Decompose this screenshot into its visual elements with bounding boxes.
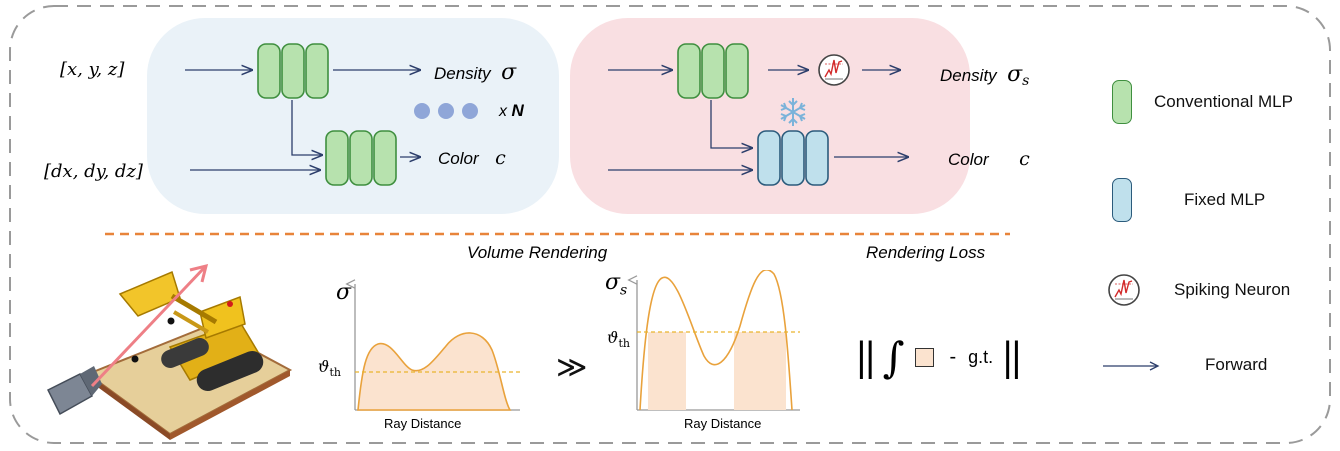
conventional-mlp-1	[257, 43, 329, 99]
color-label: Color	[438, 149, 479, 168]
conventional-mlp-3	[677, 43, 749, 99]
legend-conventional-mlp: Conventional MLP	[1154, 92, 1293, 111]
legend-spiking-neuron: Spiking Neuron	[1174, 280, 1291, 299]
right-y-symbol: σs	[605, 270, 628, 299]
density-symbol: σ	[501, 60, 517, 85]
left-density-plot	[355, 284, 520, 411]
volume-rendering-plots	[300, 270, 800, 411]
snowflake-icon	[780, 98, 806, 126]
color-symbol: c	[495, 147, 506, 169]
arrow-mlp-to-fixed-mlp	[710, 100, 752, 148]
repeat-dots	[414, 103, 478, 119]
repeat-label: x N	[499, 101, 524, 120]
forward-arrow-icon	[1103, 361, 1160, 371]
right-threshold-label: ϑth	[607, 328, 630, 351]
volume-rendering-title: Volume Rendering	[467, 243, 608, 262]
spiking-neuron-legend-icon	[1108, 274, 1140, 306]
integral-sign: ∫	[882, 332, 905, 382]
right-active-region-2	[734, 332, 786, 410]
density-output: Density σ	[434, 60, 516, 85]
rendering-loss-formula: || ∫ - g.t. ||	[855, 331, 1023, 383]
spiking-neuron-icon	[818, 54, 850, 86]
norm-left: ||	[855, 335, 877, 379]
fixed-mlp	[757, 130, 829, 186]
left-threshold-label: ϑth	[318, 357, 341, 380]
conventional-mlp-icon	[1112, 80, 1132, 124]
spiking-density-output: Density σs	[940, 62, 1030, 90]
spiking-color-output: Color c	[948, 148, 1030, 170]
legend-fixed-mlp: Fixed MLP	[1184, 190, 1266, 209]
input-direction: [dx, dy, dz]	[44, 161, 143, 182]
left-y-symbol: σ	[336, 280, 352, 305]
conventional-mlp-2	[325, 130, 397, 186]
left-x-label: Ray Distance	[384, 416, 462, 431]
right-density-plot	[637, 270, 800, 411]
ground-truth-label: g.t.	[968, 346, 994, 367]
legend: Conventional MLP Fixed MLP Spiking Neuro…	[1095, 80, 1315, 400]
right-active-region-1	[648, 332, 686, 410]
transform-arrow: ≫	[556, 351, 588, 384]
norm-right: ||	[1001, 335, 1023, 379]
fixed-mlp-icon	[1112, 178, 1132, 222]
density-label: Density	[434, 64, 491, 83]
arrow-mlp-to-color-mlp	[291, 100, 322, 155]
shaded-area-icon	[914, 347, 934, 367]
legend-forward: Forward	[1205, 355, 1268, 374]
scene-illustration	[46, 263, 293, 440]
minus-sign: -	[949, 345, 957, 368]
input-position: [x, y, z]	[60, 59, 125, 80]
color-output: Color c	[438, 147, 506, 169]
right-x-label: Ray Distance	[684, 416, 762, 431]
right-density-curve	[639, 270, 793, 411]
rendering-loss-title: Rendering Loss	[866, 243, 986, 262]
